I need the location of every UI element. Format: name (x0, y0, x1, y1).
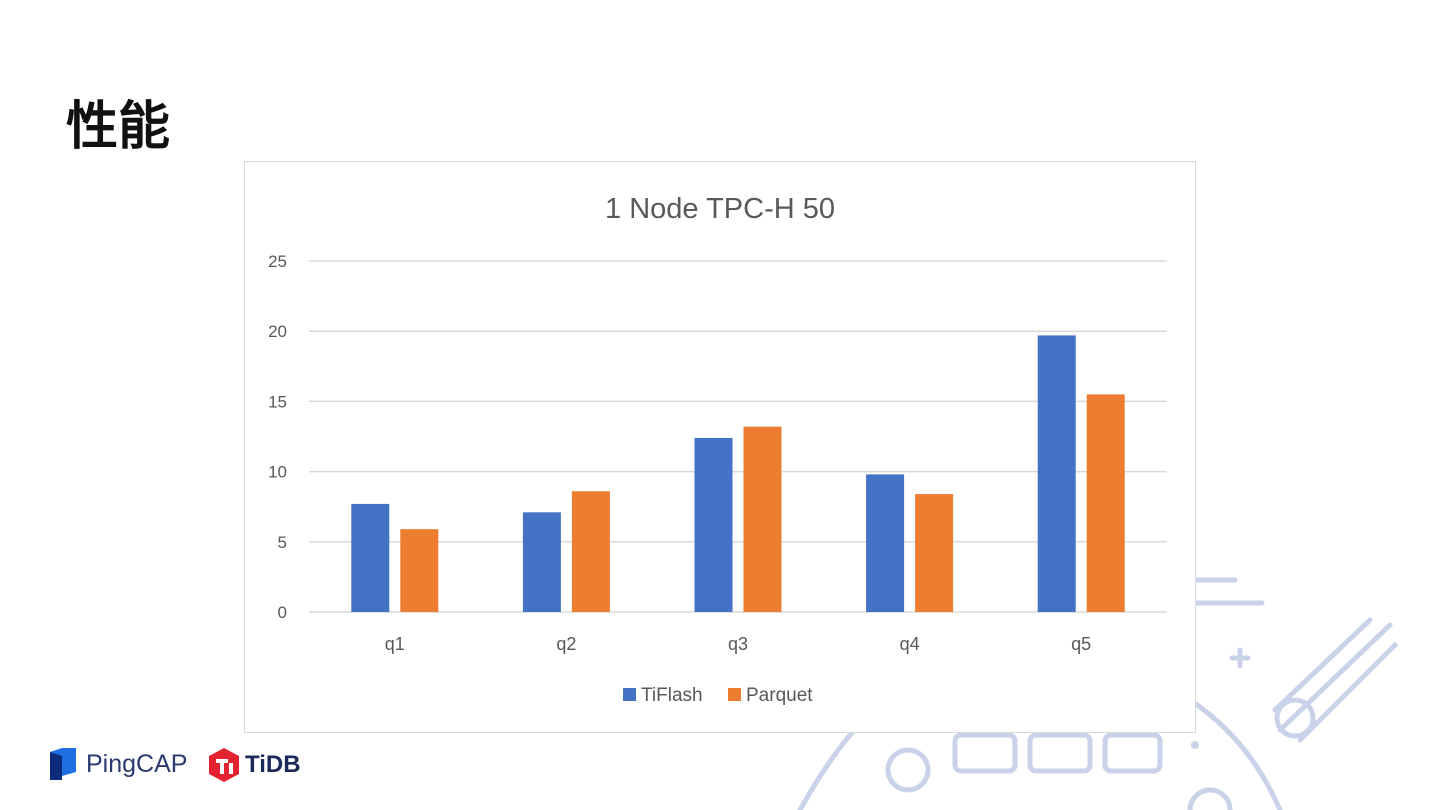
bar-parquet-q4 (915, 494, 954, 612)
y-tick-label: 15 (268, 392, 287, 411)
chart-title: 1 Node TPC-H 50 (605, 193, 835, 225)
pingcap-logo: PingCAP (48, 746, 187, 782)
y-tick-label: 25 (268, 252, 287, 271)
tidb-logo: TiDB (207, 746, 301, 784)
chart-frame: 1 Node TPC-H 50 0 5 10 15 20 25 q1 q2 q3 q4 q5 Ti… (244, 161, 1196, 733)
pingcap-logo-icon (50, 748, 76, 780)
x-tick-label: q2 (556, 634, 576, 654)
pingcap-logo-text: PingCAP (86, 749, 188, 778)
bar-parquet-q1 (400, 529, 439, 612)
slide-title: 性能 (66, 97, 171, 157)
bar-parquet-q5 (1086, 394, 1125, 612)
y-tick-label: 20 (268, 322, 287, 341)
bar-chart: 1 Node TPC-H 50 0 5 10 15 20 25 q1 q2 q3 q4 q5 Ti… (268, 193, 1167, 706)
bar-parquet-q2 (571, 491, 610, 612)
y-tick-label: 5 (278, 533, 287, 552)
bar-tiflash-q5 (1037, 335, 1076, 612)
tidb-logo-text: TiDB (245, 751, 301, 778)
legend-label-tiflash: TiFlash (641, 685, 703, 706)
legend-swatch-parquet (728, 688, 741, 701)
x-tick-label: q3 (728, 634, 748, 654)
legend-swatch-tiflash (623, 688, 636, 701)
tidb-logo-icon (209, 748, 239, 782)
bar-tiflash-q1 (351, 503, 390, 612)
bar-parquet-q3 (743, 426, 782, 612)
x-tick-label: q1 (385, 634, 405, 654)
y-tick-label: 0 (278, 603, 287, 622)
legend-label-parquet: Parquet (746, 685, 813, 706)
bar-tiflash-q4 (866, 474, 905, 612)
bar-tiflash-q3 (694, 437, 733, 612)
y-tick-label: 10 (268, 463, 287, 482)
x-tick-label: q4 (900, 634, 920, 654)
bar-tiflash-q2 (522, 512, 561, 612)
x-tick-label: q5 (1071, 634, 1091, 654)
